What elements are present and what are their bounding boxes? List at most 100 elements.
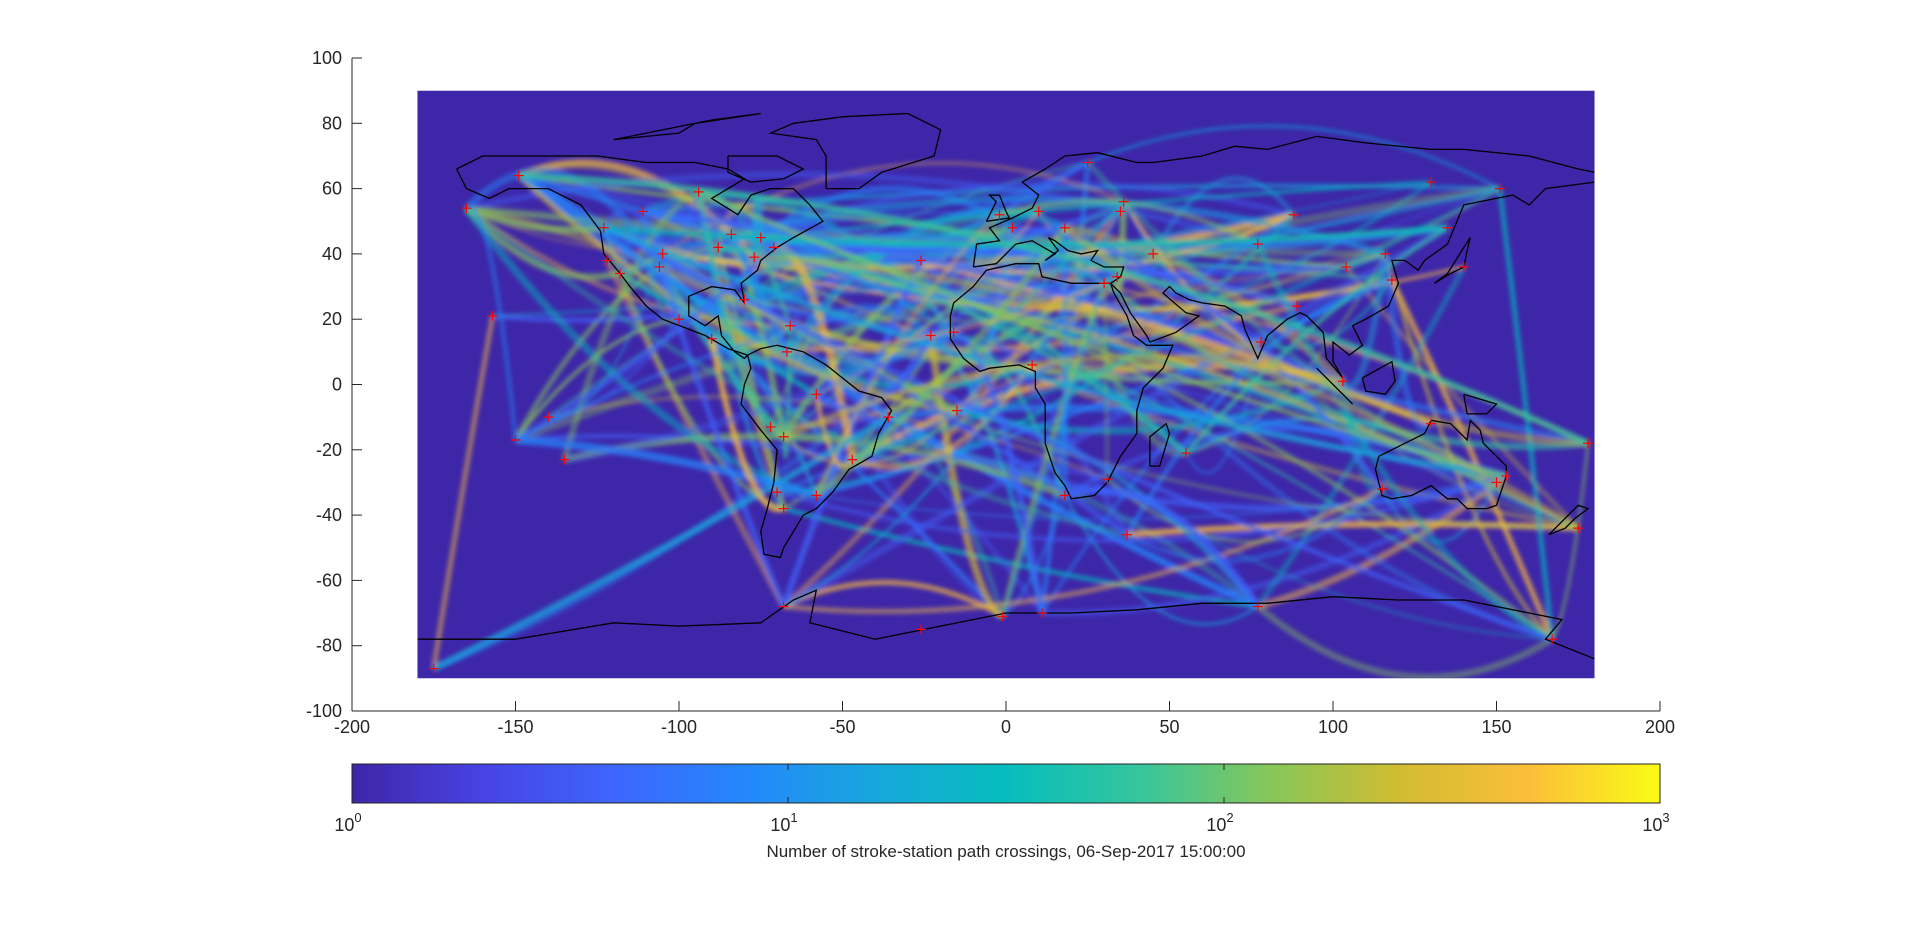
station-marker <box>487 310 498 321</box>
density-band <box>1102 283 1110 480</box>
station-marker <box>1426 177 1437 188</box>
station-marker <box>598 222 609 233</box>
x-tick-label: -200 <box>334 717 370 737</box>
station-marker <box>1252 239 1263 250</box>
density-band <box>1383 253 1554 641</box>
station-marker <box>726 229 737 240</box>
station-marker <box>1377 483 1388 494</box>
heatmap-image <box>417 90 1595 679</box>
station-marker <box>1099 278 1110 289</box>
station-marker <box>638 206 649 217</box>
station-marker <box>883 412 894 423</box>
density-band <box>1256 473 1509 610</box>
station-marker <box>951 405 962 416</box>
station-marker <box>948 327 959 338</box>
station-marker <box>1148 248 1159 259</box>
density-band <box>1150 175 1296 256</box>
station-marker <box>1583 438 1594 449</box>
density-band <box>1063 494 1259 626</box>
density-band <box>1389 278 1555 641</box>
density-band <box>851 363 1035 470</box>
y-tick-label: -20 <box>316 440 342 460</box>
station-marker <box>1288 209 1299 220</box>
density-band <box>1062 224 1589 447</box>
density-band <box>548 253 665 419</box>
station-marker <box>1494 183 1505 194</box>
station-marker <box>925 330 936 341</box>
density-band <box>718 244 1188 455</box>
density-band <box>715 246 787 510</box>
station-marker <box>602 255 613 266</box>
x-tick-label: 0 <box>1001 717 1011 737</box>
colorbar-tick-label: 101 <box>770 810 797 835</box>
station-marker <box>1337 376 1348 387</box>
coastline <box>740 344 893 559</box>
density-band <box>888 415 1108 481</box>
path-crossing-density <box>431 124 1590 679</box>
density-band <box>782 579 1005 619</box>
y-tick-label: 40 <box>322 244 342 264</box>
density-band <box>517 172 1589 447</box>
colorbar-tick-label: 102 <box>1206 810 1233 835</box>
x-tick-label: 150 <box>1481 717 1511 737</box>
density-band <box>602 225 1553 642</box>
colorbar-tick-label: 103 <box>1642 810 1669 835</box>
station-marker <box>1491 477 1502 488</box>
station-marker <box>778 431 789 442</box>
station-marker <box>785 320 796 331</box>
density-band <box>464 206 1128 538</box>
colorbar: 100 101 102 103 Number of stroke-station pa… <box>334 763 1670 861</box>
density-band <box>465 205 518 441</box>
density-band <box>1106 478 1383 544</box>
station-marker <box>461 203 472 214</box>
density-band <box>930 334 1579 530</box>
coastline <box>1463 393 1498 415</box>
station-marker <box>1059 490 1070 501</box>
density-band <box>851 200 1126 462</box>
density-band <box>431 315 496 669</box>
y-tick-label: -60 <box>316 570 342 590</box>
y-tick-label: 100 <box>312 48 342 68</box>
station-markers <box>428 157 1594 674</box>
station-marker <box>778 601 789 612</box>
density-band <box>1340 253 1389 390</box>
colorbar-tick-label: 100 <box>334 810 361 835</box>
station-marker <box>997 611 1008 622</box>
station-marker <box>657 248 668 259</box>
station-marker <box>772 487 783 498</box>
station-marker <box>1426 418 1437 429</box>
x-tick-label: -150 <box>497 717 533 737</box>
station-marker <box>1256 337 1267 348</box>
density-band <box>1125 487 1384 564</box>
station-marker <box>674 314 684 325</box>
station-marker <box>778 503 789 514</box>
station-marker <box>781 346 792 357</box>
density-band <box>432 414 891 672</box>
coastline <box>985 194 1011 222</box>
station-marker <box>1033 206 1044 217</box>
station-marker <box>915 624 926 635</box>
station-marker <box>1112 271 1123 282</box>
coastline <box>972 135 1595 268</box>
coastline <box>613 112 761 141</box>
station-marker <box>1007 222 1018 233</box>
density-band <box>999 282 1107 618</box>
station-marker <box>739 294 750 305</box>
station-marker <box>1027 359 1038 370</box>
station-marker <box>693 186 704 197</box>
station-marker <box>559 454 570 465</box>
density-band <box>753 244 1298 310</box>
station-marker <box>510 435 521 446</box>
coastlines <box>417 112 1595 660</box>
station-marker <box>1547 634 1558 645</box>
station-marker <box>847 454 858 465</box>
x-tick-label: 50 <box>1159 717 1179 737</box>
y-tick-label: 20 <box>322 309 342 329</box>
density-band <box>757 236 1005 619</box>
station-marker <box>1059 222 1070 233</box>
y-tick-label: -80 <box>316 636 342 656</box>
coastline <box>1316 367 1354 405</box>
station-marker <box>1118 196 1129 207</box>
station-marker <box>1252 601 1263 612</box>
x-tick-label: 200 <box>1645 717 1675 737</box>
